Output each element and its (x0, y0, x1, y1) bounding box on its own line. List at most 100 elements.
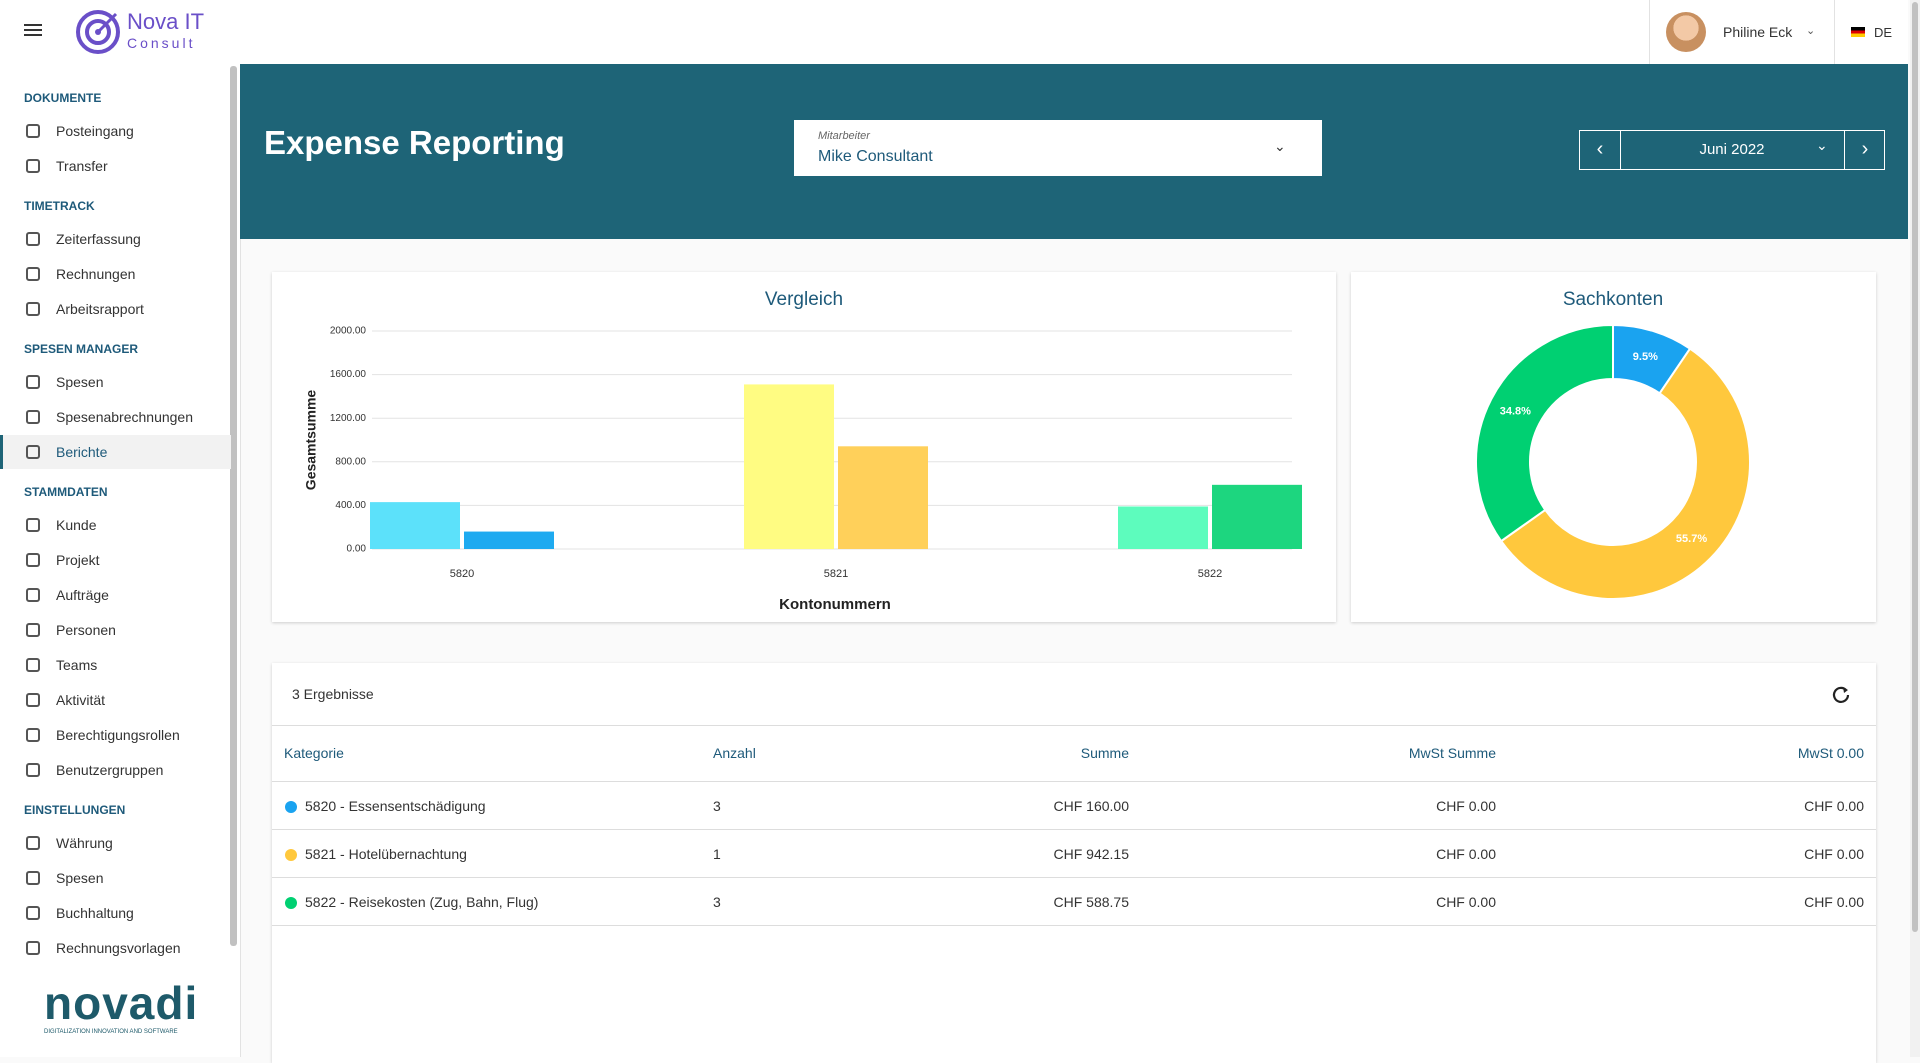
bar (1118, 506, 1208, 549)
table-cell: CHF 0.00 (1804, 894, 1864, 910)
select-value: Mike Consultant (818, 148, 933, 165)
pie-card: Sachkonten 9.5% 55.7% 34.8% (1351, 272, 1876, 622)
y-tick-label: 1200.00 (330, 413, 367, 424)
period-caret: ⌄ (1816, 137, 1828, 153)
menu-item[interactable]: Spesen (56, 374, 104, 390)
prev-button[interactable]: ‹ (1580, 131, 1621, 169)
footer-tagline: DIGITALIZATION INNOVATION AND SOFTWARE (44, 1029, 178, 1035)
category-dot (285, 849, 297, 861)
divider (1834, 0, 1835, 64)
bar-card: Vergleich 0.00 400.00 800.00 1200.00 1600.00 2… (272, 272, 1336, 622)
banner: Expense Reporting Mitarbeiter Mike Consu… (240, 64, 1908, 239)
menu-item[interactable]: Arbeitsrapport (56, 301, 144, 317)
y-tick-label: 800.00 (335, 456, 366, 467)
menu-item[interactable]: Posteingang (56, 123, 134, 139)
menu-item[interactable]: Teams (56, 657, 98, 673)
bar-chart: Vergleich 0.00 400.00 800.00 1200.00 1600.00 2… (303, 289, 1302, 613)
menu-item[interactable]: Rechnungsvorlagen (56, 940, 181, 956)
table-cell: 3 (713, 798, 721, 814)
menu-icon (26, 941, 40, 955)
section-title: TIMETRACK (24, 199, 95, 213)
table-cell: CHF 0.00 (1436, 846, 1496, 862)
menu-item[interactable]: Rechnungen (56, 266, 136, 282)
menu-icon (26, 518, 40, 532)
x-axis-label: Kontonummern (779, 596, 891, 613)
table-cell: CHF 588.75 (1053, 894, 1129, 910)
menu-item[interactable]: Zeiterfassung (56, 231, 141, 247)
menu-icon (26, 267, 40, 281)
column-header[interactable]: Summe (1080, 745, 1129, 761)
column-header[interactable]: Kategorie (284, 745, 344, 761)
employee-select[interactable]: Mitarbeiter Mike Consultant ⌄ (794, 120, 1322, 176)
next-button[interactable]: › (1844, 131, 1885, 169)
slice-label: 9.5% (1633, 351, 1658, 363)
page-title: Expense Reporting (264, 124, 565, 161)
table-cell: 1 (713, 846, 721, 862)
category-dot (285, 897, 297, 909)
table-cell: CHF 942.15 (1053, 846, 1129, 862)
table-cell: 5822 - Reisekosten (Zug, Bahn, Flug) (305, 894, 539, 910)
pie-slice (1499, 347, 1751, 600)
section-title: STAMMDATEN (24, 485, 108, 499)
flag (1851, 27, 1865, 37)
menu-item[interactable]: Transfer (56, 158, 108, 174)
pie-chart: Sachkonten 9.5% 55.7% 34.8% (1475, 289, 1751, 600)
divider (272, 925, 1876, 926)
table-cell: 5820 - Essensentschädigung (305, 798, 486, 814)
language[interactable]: DE (1874, 25, 1893, 40)
footer-logo: novadi (44, 977, 199, 1029)
period-nav: ‹ Juni 2022 ⌄ › (1579, 130, 1885, 170)
menu-icon (26, 693, 40, 707)
sidebar: novadi DIGITALIZATION INNOVATION AND SOF… (0, 64, 241, 1057)
menu-icon (26, 588, 40, 602)
menu-item[interactable]: Benutzergruppen (56, 762, 164, 778)
divider (272, 829, 1876, 830)
column-header[interactable]: MwSt Summe (1408, 745, 1496, 761)
menu-icon (26, 410, 40, 424)
menu-item[interactable]: Berechtigungsrollen (56, 727, 180, 743)
section-title: DOKUMENTE (24, 91, 102, 105)
bar (744, 384, 834, 549)
divider (272, 877, 1876, 878)
menu-item[interactable]: Währung (56, 835, 113, 851)
x-tick-label: 5821 (824, 568, 848, 580)
category-dot (285, 801, 297, 813)
menu-item[interactable]: Kunde (56, 517, 97, 533)
column-header[interactable]: MwSt 0.00 (1797, 745, 1864, 761)
menu-icon (26, 159, 40, 173)
table-cell: CHF 160.00 (1053, 798, 1129, 814)
pie-slice (1475, 323, 1614, 543)
page-scrollbar (1910, 0, 1920, 1057)
menu-item[interactable]: Buchhaltung (56, 905, 134, 921)
menu-button[interactable] (24, 24, 42, 26)
menu-icon (26, 728, 40, 742)
menu-icon (26, 553, 40, 567)
table-cell: CHF 0.00 (1804, 846, 1864, 862)
user-menu-caret[interactable]: ⌄ (1806, 25, 1816, 37)
menu-icon (26, 375, 40, 389)
menu-icon (26, 232, 40, 246)
table-card: 3 Ergebnisse Kategorie Anzahl Summe MwSt Su… (272, 663, 1876, 1063)
menu-icon (26, 302, 40, 316)
menu-item[interactable]: Spesenabrechnungen (56, 409, 194, 425)
chart-title: Vergleich (765, 289, 843, 310)
avatar[interactable] (1666, 12, 1706, 52)
period[interactable]: Juni 2022 (1699, 141, 1765, 158)
table-cell: CHF 0.00 (1436, 798, 1496, 814)
bar (1212, 484, 1302, 549)
menu-item[interactable]: Personen (56, 622, 116, 638)
divider (272, 781, 1876, 782)
menu-icon (26, 445, 40, 459)
menu-item[interactable]: Spesen (56, 870, 104, 886)
menu-item[interactable]: Berichte (56, 444, 108, 460)
menu-item[interactable]: Aufträge (56, 587, 109, 603)
column-header[interactable]: Anzahl (713, 745, 756, 761)
user-name[interactable]: Philine Eck (1723, 24, 1793, 40)
scroll-thumb (1912, 2, 1918, 932)
refresh-button[interactable] (1830, 684, 1852, 706)
menu-item[interactable]: Projekt (56, 552, 100, 568)
top-bar: Nova IT Consult Philine Eck ⌄ DE (0, 0, 1908, 65)
slice-label: 55.7% (1676, 533, 1707, 545)
menu-item[interactable]: Aktivität (56, 692, 106, 708)
